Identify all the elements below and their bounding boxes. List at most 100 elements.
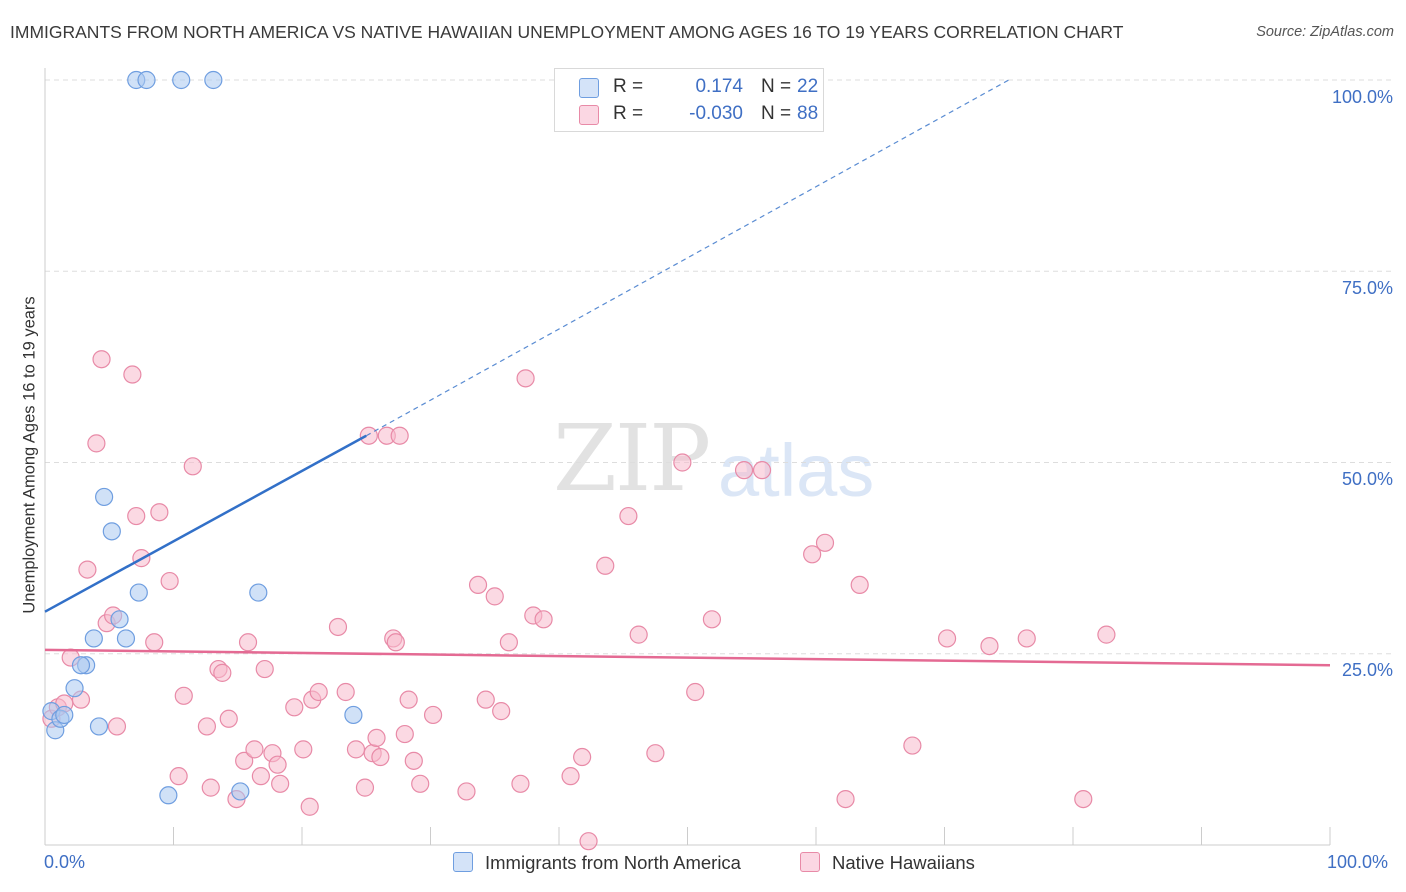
legend-r-label: R =	[613, 76, 644, 97]
pink-point	[815, 533, 835, 552]
pink-point	[78, 560, 97, 579]
pink-point	[268, 755, 287, 774]
legend-r-value: -0.030	[689, 103, 743, 124]
pink-point	[579, 832, 598, 851]
pink-point	[673, 453, 692, 472]
blue-trend-extension	[365, 79, 1010, 437]
pink-point	[219, 709, 238, 728]
pink-point	[107, 717, 127, 736]
pink-point	[399, 690, 418, 709]
blue-point	[102, 522, 121, 541]
pink-point	[561, 767, 580, 786]
blue-swatch	[453, 852, 473, 872]
legend-n-label: N =	[761, 103, 792, 124]
blue-point	[84, 629, 103, 648]
pink-point	[328, 617, 348, 637]
pink-point	[937, 629, 957, 648]
pink-point	[980, 636, 999, 656]
pink-point	[596, 556, 615, 575]
pink-point	[235, 751, 254, 770]
pink-point	[573, 747, 592, 767]
pink-point	[1017, 629, 1036, 648]
pink-point	[127, 506, 146, 526]
legend-n-value: 88	[797, 103, 819, 124]
source-label: Source: ZipAtlas.com	[1256, 24, 1394, 40]
pink-point	[336, 682, 355, 702]
pink-point	[150, 503, 169, 522]
pink-point	[145, 633, 164, 652]
legend-n-label: N =	[761, 76, 792, 97]
pink-point	[903, 736, 922, 755]
pink-point	[468, 575, 488, 595]
pink-point	[646, 744, 665, 763]
pink-point	[836, 789, 855, 809]
blue-point	[95, 487, 114, 507]
pink-point	[734, 461, 754, 480]
pink-swatch	[579, 105, 599, 125]
pink-point	[294, 740, 313, 759]
pink-point	[850, 575, 869, 595]
pink-point	[183, 457, 202, 476]
pink-point	[386, 633, 405, 652]
pink-point	[619, 506, 638, 526]
pink-point	[271, 774, 290, 793]
pink-point	[686, 682, 705, 702]
blue-point	[137, 70, 156, 90]
blue-point	[159, 786, 178, 805]
pink-point	[300, 797, 319, 816]
pink-point	[803, 545, 822, 564]
legend-item-native-hawaiians: Native Hawaiians	[800, 852, 975, 874]
pink-point	[213, 663, 232, 682]
pink-point	[201, 778, 220, 797]
blue-point	[110, 610, 129, 629]
pink-point	[123, 365, 142, 384]
pink-point	[251, 767, 270, 786]
pink-point	[395, 724, 414, 744]
pink-point	[346, 740, 366, 759]
y-tick-75: 75.0%	[1341, 278, 1393, 298]
pink-point	[355, 778, 375, 797]
legend-label-native-hawaiians: Native Hawaiians	[832, 852, 975, 873]
legend-n-value: 22	[797, 76, 819, 97]
pink-point	[92, 350, 111, 369]
pink-point	[169, 767, 188, 786]
y-tick-50: 50.0%	[1341, 469, 1393, 489]
legend-label-immigrants: Immigrants from North America	[485, 852, 741, 873]
blue-point	[249, 583, 268, 602]
blue-point	[231, 782, 250, 801]
correlation-legend: R = 0.174 N = 22 R = -0.030 N = 88	[554, 68, 824, 132]
pink-point	[404, 751, 423, 770]
pink-point	[423, 705, 443, 725]
pink-point	[499, 633, 518, 652]
x-tick-min: 0.0%	[44, 852, 86, 872]
pink-point	[285, 698, 304, 717]
blue-point	[129, 583, 148, 602]
y-tick-100: 100.0%	[1331, 87, 1393, 107]
pink-point	[511, 774, 530, 793]
pink-point	[1097, 625, 1116, 644]
pink-point	[629, 625, 648, 644]
pink-point	[160, 571, 179, 591]
pink-swatch	[800, 852, 820, 872]
pink-point	[245, 740, 264, 759]
legend-item-immigrants: Immigrants from North America	[453, 852, 741, 874]
legend-r-label: R =	[613, 103, 644, 124]
pink-point	[371, 747, 390, 767]
x-tick-max: 100.0%	[1327, 852, 1389, 872]
pink-point	[359, 426, 378, 445]
pink-point	[197, 717, 217, 736]
pink-point	[752, 461, 772, 480]
pink-point	[87, 434, 106, 453]
pink-point	[309, 682, 328, 702]
blue-point	[204, 70, 223, 90]
blue-point	[65, 679, 84, 698]
pink-point	[702, 610, 722, 629]
blue-swatch	[579, 78, 599, 98]
pink-trend-line	[44, 648, 1331, 667]
pink-point	[411, 774, 430, 793]
pink-point	[174, 686, 193, 705]
pink-point	[1074, 789, 1093, 809]
legend-r-value: 0.174	[695, 76, 743, 97]
pink-point	[476, 690, 495, 709]
blue-point	[71, 656, 91, 675]
